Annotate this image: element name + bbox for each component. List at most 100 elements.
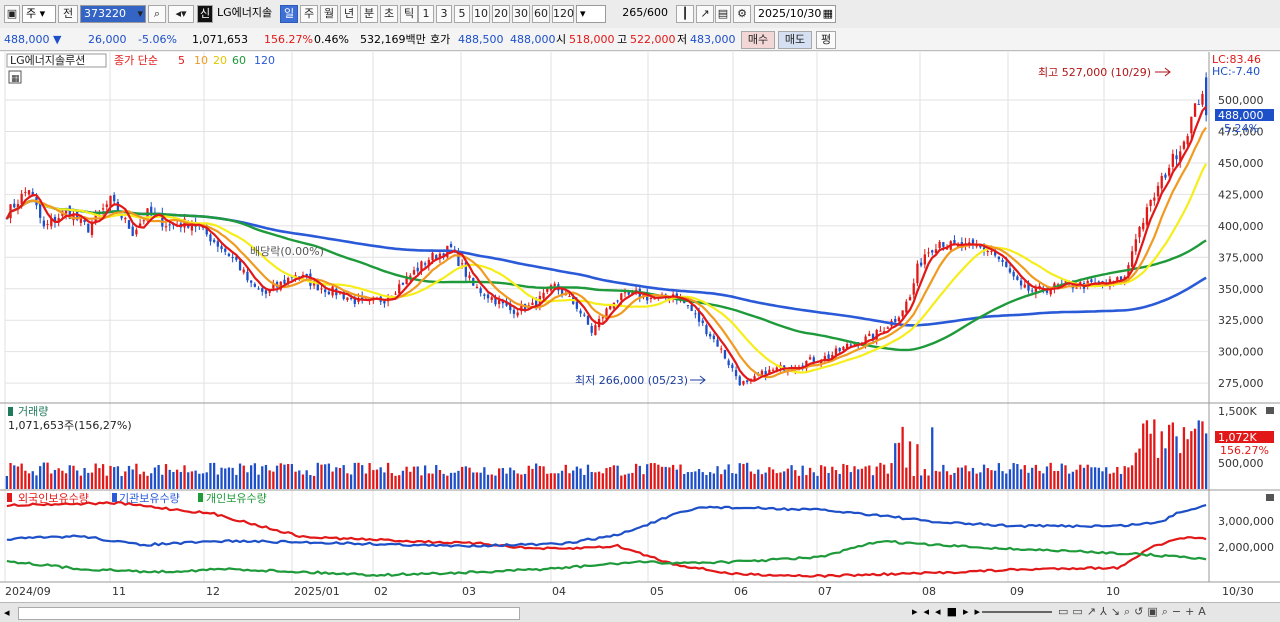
x-tick-label: 12 [206, 585, 220, 598]
calendar-icon[interactable]: ▦ [822, 7, 833, 20]
sell-button[interactable]: 매도 [778, 31, 812, 49]
holdings-pane-close-icon[interactable] [1266, 494, 1274, 501]
candle-body [164, 226, 168, 228]
calc-icon[interactable] [8, 70, 22, 84]
interval-3[interactable]: 3 [436, 5, 452, 23]
candle-icon[interactable]: ┃ [676, 5, 694, 23]
volume-bar [353, 462, 356, 489]
volume-bar [720, 474, 723, 489]
volume-bar [697, 469, 701, 489]
volume-bar [823, 466, 827, 489]
volume-bar [423, 465, 427, 489]
candle-body [942, 242, 945, 247]
interval-5[interactable]: 5 [454, 5, 470, 23]
interval-30[interactable]: 30 [512, 5, 530, 23]
volume-bar [483, 467, 486, 489]
volume-bar [427, 473, 430, 489]
scroll-track[interactable] [18, 607, 520, 620]
volume-bar [1086, 464, 1089, 489]
volume-bar [72, 465, 75, 489]
chart-tool-icon[interactable]: ↗ [696, 5, 714, 23]
period-select[interactable]: 주 ▾ [22, 5, 56, 23]
volume-bar [372, 470, 375, 489]
volume-bar [749, 471, 753, 489]
date-input[interactable]: 2025/10/30 ▦ [754, 5, 836, 23]
volume-bar [949, 474, 952, 489]
volume-bar [546, 473, 549, 489]
volume-bar [490, 474, 493, 489]
tab-3[interactable]: 월 [320, 5, 338, 23]
volume-bar [1093, 467, 1097, 489]
speaker-icon[interactable]: ◂▾ [168, 5, 194, 23]
tab-5[interactable]: 분 [360, 5, 378, 23]
prev-button[interactable]: 전 [58, 5, 78, 23]
volume-bar [401, 470, 405, 489]
candle-body [601, 317, 604, 319]
volume-bar [101, 464, 105, 489]
volume-bar [723, 469, 727, 489]
interval-60[interactable]: 60 [532, 5, 550, 23]
interval-10[interactable]: 10 [472, 5, 490, 23]
tab-4[interactable]: 년 [340, 5, 358, 23]
y-axis: 275,000 300,000 325,000 350,000 375,000 400,0… [1218, 94, 1274, 554]
tab-1[interactable]: 일 [280, 5, 298, 23]
x-tick-label: 2025/01 [294, 585, 340, 598]
ma-line-20 [5, 163, 1208, 374]
volume-bar [1101, 471, 1104, 489]
interval-1[interactable]: 1 [418, 5, 434, 23]
holdings-line [6, 504, 1207, 548]
volume-bar [157, 464, 160, 489]
volume-bar [1130, 465, 1134, 489]
volume-bar [275, 465, 279, 489]
candle-body [449, 243, 453, 248]
tab-6[interactable]: 초 [380, 5, 398, 23]
candle-body [1075, 287, 1078, 289]
x-tick-label: 11 [112, 585, 126, 598]
candle-body [457, 252, 460, 267]
volume-bar [1138, 448, 1141, 489]
volume-bar [42, 462, 46, 489]
gear-icon[interactable]: ⚙ [733, 5, 751, 23]
volume-bar [335, 467, 338, 489]
candle-body [908, 297, 912, 301]
save-icon[interactable]: ▤ [715, 5, 731, 23]
volume-bar [912, 476, 915, 489]
drawing-tools[interactable]: ▭▭↗⅄↘⌕↺▣⌕−+A [1058, 605, 1210, 618]
eval-button[interactable]: 평 [816, 31, 836, 49]
buy-button[interactable]: 매수 [741, 31, 775, 49]
interval-20[interactable]: 20 [492, 5, 510, 23]
unit-dropdown[interactable]: ▾ [576, 5, 606, 23]
volume-bar [790, 465, 793, 489]
code-input[interactable]: 373220 ▾ [80, 5, 146, 23]
volume-bar [523, 473, 527, 489]
volume-bar [708, 472, 712, 489]
tab-2[interactable]: 주 [300, 5, 318, 23]
volume-bar [375, 469, 379, 489]
volume-bar [409, 471, 412, 489]
candle-body [483, 294, 486, 296]
zoom-slider[interactable] [982, 611, 1052, 613]
scroll-left-icon[interactable]: ◂ [4, 606, 10, 619]
candle-body [1197, 103, 1200, 105]
candle-body [997, 256, 1001, 260]
volume-bar [797, 475, 801, 489]
holdings-line [6, 539, 1207, 578]
candle-body [971, 239, 975, 245]
legend-name-box[interactable] [6, 53, 107, 68]
legend-ma20: 20 [213, 54, 227, 67]
volume-bar [979, 472, 982, 489]
tab-7[interactable]: 틱 [400, 5, 418, 23]
volume-pane-close-icon[interactable] [1266, 407, 1274, 414]
volume-bar [509, 467, 512, 489]
period-select-value: 주 [26, 7, 37, 20]
candle-body [161, 212, 164, 227]
candle-body [431, 252, 434, 261]
price-chart[interactable]: 275,000 300,000 325,000 350,000 375,000 400,0… [0, 52, 1280, 602]
volume-bar [368, 463, 371, 489]
playback-controls[interactable]: ▸◂◂■▸▸ [912, 605, 987, 618]
interval-120[interactable]: 120 [552, 5, 574, 23]
candle-body [216, 241, 219, 247]
search-icon[interactable]: ⌕ [148, 5, 166, 23]
window-icon[interactable]: ▣ [4, 5, 20, 23]
candle-body [220, 246, 223, 250]
